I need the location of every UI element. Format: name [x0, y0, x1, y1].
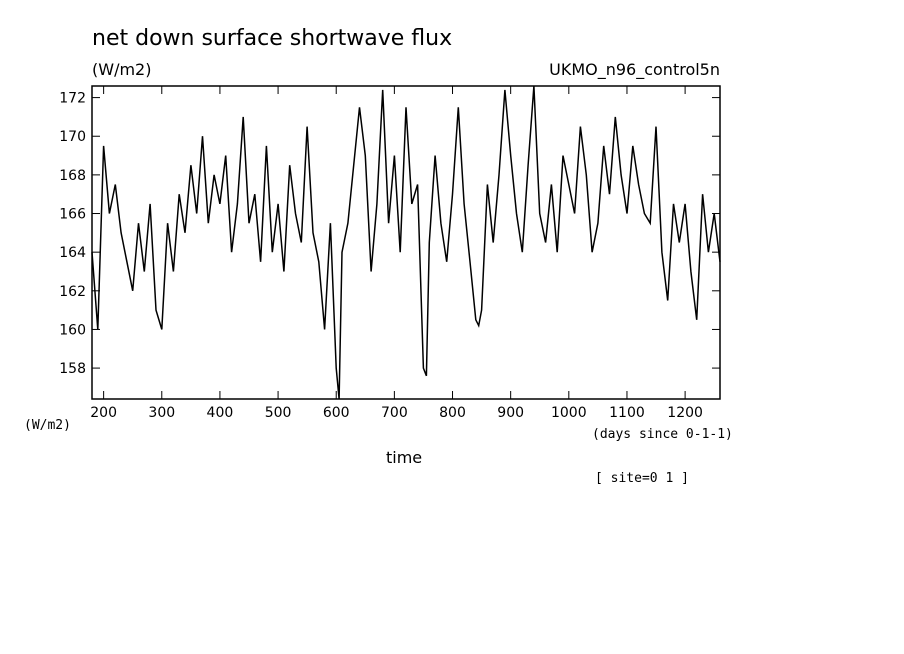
series-line [91, 85, 721, 400]
x-tick-label: 400 [207, 405, 234, 421]
site-note: [ site=0 1 ] [595, 471, 689, 486]
y-axis-label: (W/m2) [24, 418, 71, 433]
y-tick-label: 166 [59, 207, 86, 223]
y-tick-label: 164 [59, 245, 86, 261]
x-tick-label: 1200 [667, 405, 703, 421]
x-tick-label: 500 [265, 405, 292, 421]
x-axis-title: time [386, 448, 422, 467]
y-tick-label: 168 [59, 168, 86, 184]
y-axis: 158 160 162 164 166 168 170 172 [59, 91, 720, 377]
dataset-label: UKMO_n96_control5n [549, 60, 720, 80]
chart-title: net down surface shortwave flux [92, 26, 452, 51]
x-axis: 200 300 400 500 600 700 800 900 1000 1100 1200 [90, 86, 703, 421]
x-tick-label: 800 [439, 405, 466, 421]
x-tick-label: 1100 [609, 405, 645, 421]
x-tick-label: 200 [90, 405, 117, 421]
y-tick-label: 162 [59, 284, 86, 300]
plot-frame [91, 85, 721, 400]
x-tick-label: 900 [497, 405, 524, 421]
y-tick-label: 170 [59, 129, 86, 145]
y-tick-label: 160 [59, 322, 86, 338]
y-tick-label: 172 [59, 91, 86, 107]
y-tick-label: 158 [59, 361, 86, 377]
x-tick-label: 1000 [551, 405, 587, 421]
x-tick-label: 300 [148, 405, 175, 421]
x-tick-label: 700 [381, 405, 408, 421]
units-label: (W/m2) [92, 60, 151, 79]
x-tick-label: 600 [323, 405, 350, 421]
x-units-label: (days since 0-1-1) [592, 427, 733, 442]
